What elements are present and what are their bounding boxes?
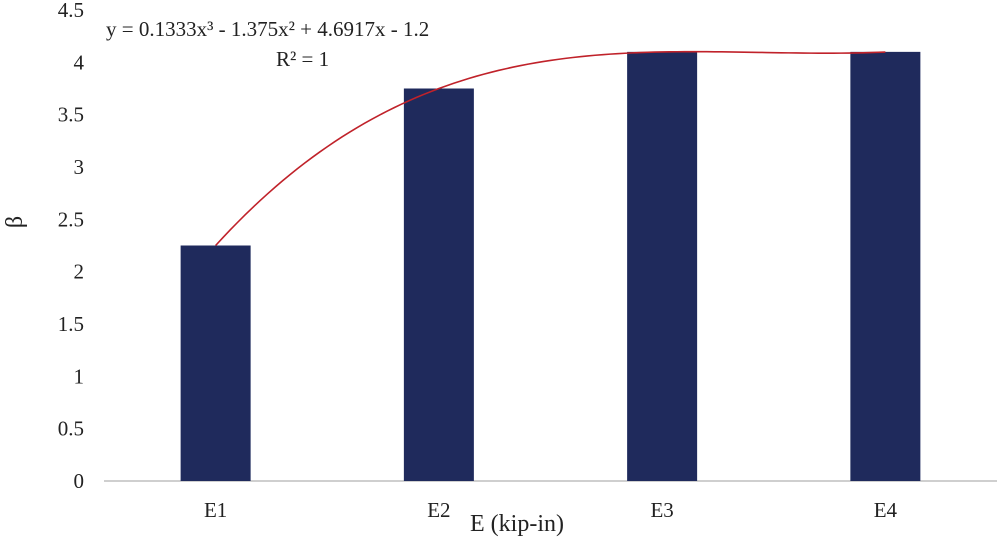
x-tick-label: E1 bbox=[204, 498, 227, 522]
y-tick-label: 0.5 bbox=[58, 417, 84, 441]
x-axis-category-labels: E1 E2 E3 E4 bbox=[204, 498, 898, 522]
bar-e3 bbox=[627, 51, 698, 481]
bar-e4 bbox=[850, 51, 921, 481]
polynomial-trendline bbox=[215, 50, 886, 247]
y-axis-title: β bbox=[2, 216, 28, 228]
trendline-equation: y = 0.1333x³ - 1.375x² + 4.6917x - 1.2 bbox=[106, 17, 429, 41]
bar-e2 bbox=[403, 88, 474, 481]
y-tick-label: 3 bbox=[74, 155, 85, 179]
x-tick-label: E3 bbox=[650, 498, 673, 522]
y-tick-label: 3.5 bbox=[58, 103, 84, 127]
x-tick-label: E2 bbox=[427, 498, 450, 522]
bars bbox=[180, 51, 921, 481]
x-axis-title: E (kip-in) bbox=[470, 511, 564, 537]
y-tick-label: 2 bbox=[74, 260, 85, 284]
y-tick-label: 0 bbox=[74, 469, 85, 493]
y-tick-label: 2.5 bbox=[58, 207, 84, 231]
bar-e1 bbox=[180, 245, 251, 481]
x-tick-label: E4 bbox=[874, 498, 898, 522]
y-tick-label: 1 bbox=[74, 364, 85, 388]
y-tick-label: 4 bbox=[74, 50, 85, 74]
trendline-r-squared: R² = 1 bbox=[276, 47, 329, 71]
y-tick-label: 1.5 bbox=[58, 312, 84, 336]
y-axis-tick-labels: 0 0.5 1 1.5 2 2.5 3 3.5 4 4.5 bbox=[58, 0, 85, 493]
y-tick-label: 4.5 bbox=[58, 0, 84, 22]
